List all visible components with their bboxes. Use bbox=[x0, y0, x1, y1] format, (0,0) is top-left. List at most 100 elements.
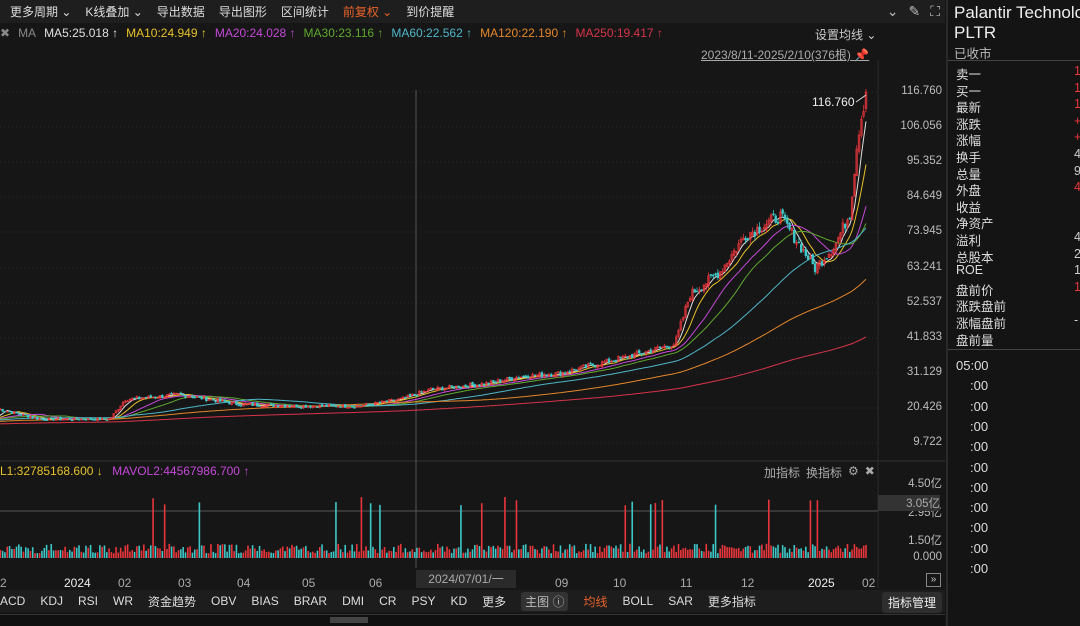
toolbar-item[interactable]: 导出数据 bbox=[156, 5, 205, 19]
candle bbox=[756, 226, 759, 235]
volume-legend: L1:32785168.600 ↓ MAVOL2:44567986.700 ↑ bbox=[0, 464, 249, 478]
indicator-tab[interactable]: OBV bbox=[211, 594, 237, 608]
candle bbox=[475, 384, 479, 388]
close-icon[interactable]: ✖ bbox=[864, 464, 875, 478]
set-ma-button[interactable]: 设置均线 ⌄ bbox=[815, 28, 877, 42]
candle bbox=[343, 404, 347, 408]
time-row: :00 bbox=[970, 378, 989, 394]
candle bbox=[577, 367, 581, 371]
candle bbox=[522, 375, 525, 378]
candle bbox=[253, 403, 257, 406]
volume-bar bbox=[379, 504, 381, 558]
candle bbox=[418, 390, 421, 396]
candle bbox=[746, 238, 750, 241]
toolbar-item[interactable]: K线叠加 ⌄ bbox=[85, 5, 143, 19]
quote-label: 收益 bbox=[956, 200, 982, 215]
volume-bar bbox=[87, 547, 90, 558]
add-indicator-button[interactable]: 加指标 bbox=[764, 466, 801, 480]
candle bbox=[244, 403, 247, 405]
scrollbar[interactable] bbox=[0, 614, 945, 626]
candle bbox=[839, 232, 842, 240]
candle bbox=[575, 369, 578, 372]
volume-bar bbox=[548, 549, 550, 558]
time-tick: 05 bbox=[302, 576, 316, 590]
toolbar-icons: ⌄ ✎ ⛶ bbox=[887, 3, 940, 20]
switch-indicator-button[interactable]: 换指标 bbox=[806, 466, 843, 480]
volume-bar bbox=[474, 544, 476, 558]
indicator-tab[interactable]: CR bbox=[379, 594, 397, 608]
toolbar-item[interactable]: 导出图形 bbox=[218, 5, 267, 19]
indicator-tab[interactable]: BRAR bbox=[293, 594, 328, 608]
volume-bar bbox=[585, 543, 587, 558]
brush-icon[interactable]: ✎ bbox=[908, 3, 921, 19]
toolbar-item[interactable]: 前复权 ⌄ bbox=[342, 5, 393, 19]
volume-bar bbox=[251, 545, 254, 558]
indicator-manage-button[interactable]: 指标管理 bbox=[881, 592, 942, 613]
candle bbox=[617, 356, 620, 362]
volume-bar bbox=[187, 547, 189, 558]
volume-bar bbox=[832, 548, 835, 558]
indicator-tab[interactable]: SAR bbox=[668, 594, 693, 608]
indicator-tab[interactable]: KDJ bbox=[40, 594, 64, 608]
candle bbox=[536, 374, 539, 377]
candle bbox=[47, 417, 51, 421]
volume-bar bbox=[244, 550, 247, 558]
volume-bar bbox=[610, 546, 613, 558]
volume-bar bbox=[624, 505, 627, 558]
candle bbox=[545, 375, 548, 377]
indicator-tab[interactable]: WR bbox=[113, 594, 134, 608]
indicator-tab[interactable]: 主图 ⓘ bbox=[521, 591, 569, 611]
fullscreen-icon[interactable]: ⛶ bbox=[930, 3, 940, 19]
quote-row: 换手 4 bbox=[956, 147, 1080, 165]
candle bbox=[607, 358, 611, 363]
quote-label: 涨幅盘前 bbox=[956, 317, 1007, 331]
candle bbox=[397, 398, 400, 401]
candle bbox=[550, 374, 553, 377]
indicator-tab[interactable]: BOLL bbox=[622, 594, 654, 608]
gear-icon[interactable]: ⚙ bbox=[848, 464, 859, 478]
volume-tick: 0.000 bbox=[913, 551, 942, 563]
volume-bar bbox=[483, 549, 485, 558]
indicator-tab[interactable]: BIAS bbox=[251, 594, 279, 608]
time-tick: 2025 bbox=[808, 576, 835, 590]
indicator-tab[interactable]: KD bbox=[450, 594, 468, 608]
indicator-tab[interactable]: ACD bbox=[0, 594, 26, 608]
quote-label: 外盘 bbox=[956, 184, 982, 199]
candle bbox=[832, 249, 835, 255]
candle bbox=[603, 361, 606, 363]
indicator-tab[interactable]: 更多指标 bbox=[707, 594, 756, 609]
volume-bar bbox=[224, 544, 226, 558]
candle bbox=[681, 317, 685, 321]
ma-value: MA250:19.417 ↑ bbox=[575, 26, 663, 40]
volume-bar bbox=[714, 504, 717, 558]
toolbar-item[interactable]: 区间统计 bbox=[280, 5, 329, 19]
indicator-tab[interactable]: 均线 bbox=[583, 594, 608, 609]
candle bbox=[378, 401, 382, 404]
candle bbox=[614, 359, 618, 362]
candle bbox=[508, 376, 511, 379]
scroll-right-button[interactable]: » bbox=[926, 573, 941, 587]
candle bbox=[735, 250, 738, 254]
volume-bar bbox=[677, 543, 680, 558]
indicator-tab[interactable]: RSI bbox=[78, 594, 99, 608]
volume-bar bbox=[36, 553, 39, 558]
candle bbox=[705, 283, 708, 288]
indicator-tab[interactable]: 更多 bbox=[482, 594, 507, 609]
dropdown-circle-icon[interactable]: ⌄ bbox=[886, 3, 899, 19]
candle bbox=[126, 400, 129, 403]
volume-bar bbox=[228, 544, 231, 558]
toolbar-item[interactable]: 到价提醒 bbox=[406, 5, 455, 19]
close-icon[interactable]: ✖ bbox=[0, 26, 11, 40]
volume-bar bbox=[295, 545, 298, 558]
candle bbox=[96, 417, 99, 421]
volume-bar bbox=[754, 550, 756, 558]
indicator-tab[interactable]: PSY bbox=[411, 594, 436, 608]
indicator-tab[interactable]: DMI bbox=[342, 594, 365, 608]
volume-bar bbox=[855, 546, 858, 558]
toolbar-item[interactable]: 更多周期 ⌄ bbox=[10, 5, 72, 19]
price-chart[interactable]: 116.760 bbox=[0, 23, 945, 588]
pin-icon[interactable]: 📌 bbox=[854, 48, 870, 62]
volume-bar bbox=[404, 548, 407, 558]
indicator-tab[interactable]: 资金趋势 bbox=[148, 594, 197, 609]
volume-bar bbox=[582, 550, 585, 558]
